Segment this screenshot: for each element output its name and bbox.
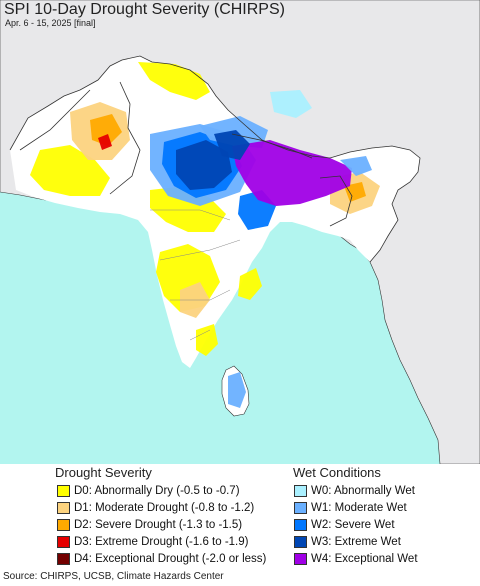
- map-subtitle: Apr. 6 - 15, 2025 [final]: [5, 18, 96, 28]
- legend: Drought Severity Wet Conditions D0: Abno…: [0, 464, 480, 570]
- legend-item-w1: W1: Moderate Wet: [294, 500, 407, 516]
- legend-item-w3: W3: Extreme Wet: [294, 534, 401, 550]
- legend-label: W0: Abnormally Wet: [311, 485, 415, 497]
- d0-patch: [238, 268, 262, 300]
- w0-patch: [270, 90, 312, 118]
- legend-label: D4: Exceptional Drought (-2.0 or less): [74, 553, 267, 565]
- legend-swatch: [294, 553, 307, 565]
- legend-swatch: [57, 519, 70, 531]
- drought-map: SPI 10-Day Drought Severity (CHIRPS) Apr…: [0, 0, 480, 464]
- country-borders: [9, 55, 421, 341]
- legend-item-w4: W4: Exceptional Wet: [294, 551, 418, 567]
- d0-patch: [196, 324, 218, 356]
- legend-label: W3: Extreme Wet: [311, 536, 401, 548]
- legend-label: D0: Abnormally Dry (-0.5 to -0.7): [74, 485, 240, 497]
- bangladesh-outline: [319, 175, 353, 227]
- legend-swatch: [57, 553, 70, 565]
- legend-item-d4: D4: Exceptional Drought (-2.0 or less): [57, 551, 266, 567]
- india-state-lines: [150, 209, 241, 341]
- w1-patch: [228, 372, 246, 408]
- drought-legend-heading: Drought Severity: [55, 465, 152, 480]
- legend-swatch: [294, 536, 307, 548]
- legend-swatch: [294, 485, 307, 497]
- source-credit: Source: CHIRPS, UCSB, Climate Hazards Ce…: [3, 571, 224, 582]
- d2-patch: [344, 182, 366, 202]
- legend-swatch: [57, 485, 70, 497]
- legend-item-w2: W2: Severe Wet: [294, 517, 395, 533]
- w1-patch: [340, 156, 372, 176]
- legend-label: D3: Extreme Drought (-1.6 to -1.9): [74, 536, 249, 548]
- legend-label: W1: Moderate Wet: [311, 502, 407, 514]
- wet-legend-heading: Wet Conditions: [293, 465, 381, 480]
- nepal-outline: [231, 133, 313, 159]
- legend-item-d0: D0: Abnormally Dry (-0.5 to -0.7): [57, 483, 240, 499]
- legend-item-d2: D2: Severe Drought (-1.3 to -1.5): [57, 517, 242, 533]
- legend-label: D1: Moderate Drought (-0.8 to -1.2): [74, 502, 255, 514]
- map-title: SPI 10-Day Drought Severity (CHIRPS): [4, 1, 285, 18]
- legend-item-w0: W0: Abnormally Wet: [294, 483, 415, 499]
- afghanistan-pakistan-border: [19, 89, 91, 151]
- legend-swatch: [57, 536, 70, 548]
- w4-patch: [232, 140, 352, 206]
- legend-item-d3: D3: Extreme Drought (-1.6 to -1.9): [57, 534, 248, 550]
- legend-swatch: [57, 502, 70, 514]
- india-pakistan-border: [109, 81, 141, 195]
- legend-label: W2: Severe Wet: [311, 519, 395, 531]
- severity-patches: [30, 62, 380, 408]
- w3-patch: [214, 130, 250, 160]
- region-outline: [9, 55, 421, 263]
- w3-patch: [176, 140, 232, 190]
- legend-swatch: [294, 519, 307, 531]
- legend-label: W4: Exceptional Wet: [311, 553, 418, 565]
- d3-patch: [98, 134, 112, 150]
- legend-swatch: [294, 502, 307, 514]
- legend-label: D2: Severe Drought (-1.3 to -1.5): [74, 519, 243, 531]
- legend-item-d1: D1: Moderate Drought (-0.8 to -1.2): [57, 500, 254, 516]
